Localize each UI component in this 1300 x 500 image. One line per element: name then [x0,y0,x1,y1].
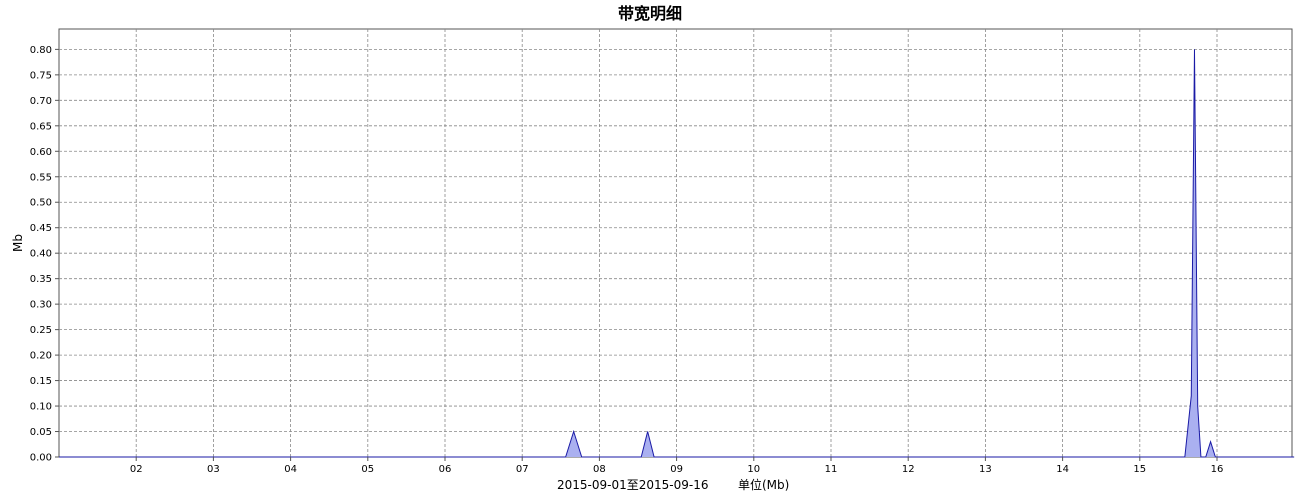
y-tick-label: 0.20 [30,351,52,362]
x-tick-label: 10 [747,464,760,475]
y-tick-label: 0.45 [30,223,52,234]
y-tick-label: 0.10 [30,402,52,413]
x-tick-label: 05 [361,464,374,475]
y-tick-label: 0.60 [30,147,52,158]
y-tick-label: 0.75 [30,70,52,81]
series-layer [59,49,1295,458]
x-tick-label: 04 [284,464,297,475]
y-tick-label: 0.25 [30,325,52,336]
x-tick-label: 11 [825,464,838,475]
y-tick-label: 0.40 [30,249,52,260]
y-tick-label: 0.00 [30,453,52,464]
x-tick-label: 09 [670,464,683,475]
y-tick-label: 0.70 [30,96,52,107]
y-axis-ticks: 0.00 0.05 0.10 0.15 0.20 0.25 0.30 0.35 0.40 0.45… [30,45,59,464]
y-tick-label: 0.15 [30,376,52,387]
y-tick-label: 0.05 [30,427,52,438]
plot-area [58,28,1293,458]
y-tick-label: 0.80 [30,45,52,56]
x-tick-label: 06 [439,464,452,475]
y-tick-label: 0.65 [30,121,52,132]
x-tick-label: 03 [207,464,220,475]
grid-lines [59,29,1292,457]
x-tick-label: 14 [1056,464,1069,475]
x-tick-label: 07 [516,464,529,475]
unit-label: 单位(Mb) [738,477,789,492]
x-tick-label: 13 [979,464,992,475]
x-tick-label: 16 [1211,464,1224,475]
x-tick-label: 02 [130,464,143,475]
y-tick-label: 0.35 [30,274,52,285]
x-tick-label: 15 [1133,464,1146,475]
x-axis-ticks: 02 03 04 05 06 07 08 09 10 11 12 13 14 15 16 [130,457,1224,475]
y-tick-label: 0.50 [30,198,52,209]
x-tick-label: 08 [593,464,606,475]
y-tick-label: 0.55 [30,172,52,183]
y-tick-label: 0.30 [30,300,52,311]
x-axis-label: 2015-09-01至2015-09-16 [557,478,708,492]
chart-title: 带宽明细 [618,4,682,23]
series-line [59,49,1295,458]
x-tick-label: 12 [902,464,915,475]
y-axis-label: Mb [11,234,25,252]
